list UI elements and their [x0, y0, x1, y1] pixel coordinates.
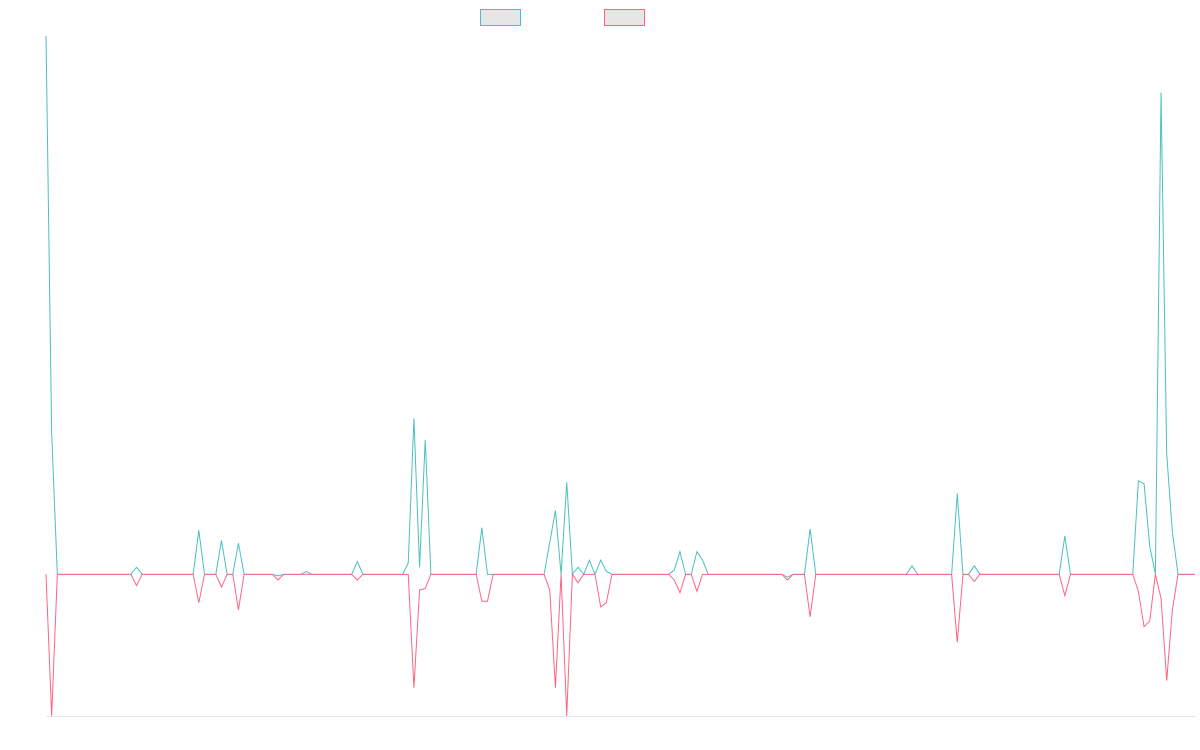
legend[interactable] — [480, 9, 645, 26]
series-line-1 — [45, 35, 1195, 578]
legend-swatch-1[interactable] — [480, 9, 521, 26]
series-line-2 — [45, 572, 1195, 717]
legend-swatch-2[interactable] — [604, 9, 645, 26]
plot-area — [45, 35, 1195, 717]
